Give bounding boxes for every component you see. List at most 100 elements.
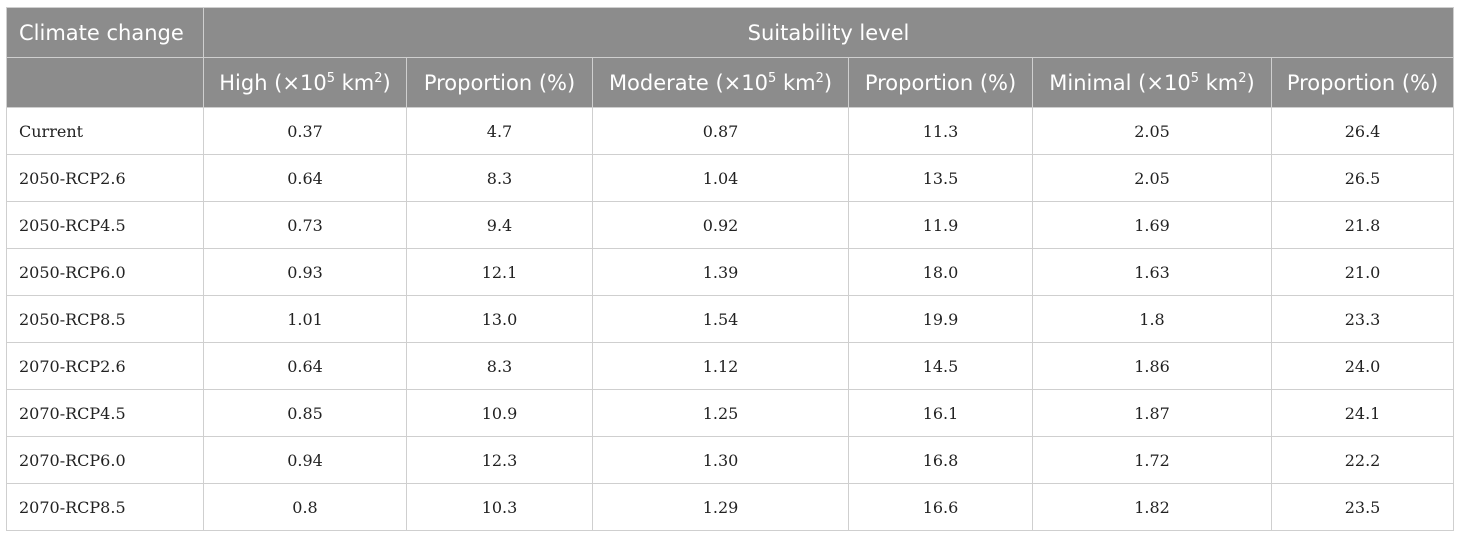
- header-minimal-proportion: Proportion (%): [1270, 57, 1455, 108]
- cell-moderate: 0.87: [592, 107, 849, 155]
- cell-minimal: 2.05: [1032, 154, 1272, 202]
- cell-high: 0.64: [203, 154, 407, 202]
- header-high-exp: 5: [326, 70, 335, 86]
- cell-high-proportion: 9.4: [406, 201, 593, 249]
- cell-high: 0.73: [203, 201, 407, 249]
- header-moderate-unit-exp: 2: [815, 70, 824, 86]
- cell-moderate: 1.25: [592, 389, 849, 437]
- header-high-text: High (×10: [219, 70, 327, 95]
- header-minimal-text: Minimal (×10: [1049, 70, 1191, 95]
- cell-minimal-proportion: 24.1: [1270, 389, 1455, 437]
- cell-minimal: 1.87: [1032, 389, 1272, 437]
- table-row: 2050-RCP2.6 0.64 8.3 1.04 13.5 2.05 26.5: [6, 154, 1455, 202]
- cell-moderate-proportion: 18.0: [848, 248, 1033, 296]
- cell-high-proportion: 10.3: [406, 483, 593, 531]
- cell-climate-change: Current: [6, 107, 204, 155]
- cell-moderate: 1.29: [592, 483, 849, 531]
- cell-moderate-proportion: 16.6: [848, 483, 1033, 531]
- cell-minimal-proportion: 21.0: [1270, 248, 1455, 296]
- suitability-table: Climate change Suitability level High (×…: [6, 7, 1455, 531]
- header-moderate: Moderate (×105 km2): [592, 57, 849, 108]
- cell-climate-change: 2050-RCP2.6: [6, 154, 204, 202]
- cell-high: 1.01: [203, 295, 407, 343]
- cell-high-proportion: 13.0: [406, 295, 593, 343]
- cell-high-proportion: 8.3: [406, 342, 593, 390]
- cell-moderate-proportion: 14.5: [848, 342, 1033, 390]
- cell-climate-change: 2050-RCP8.5: [6, 295, 204, 343]
- cell-minimal: 1.86: [1032, 342, 1272, 390]
- cell-high-proportion: 10.9: [406, 389, 593, 437]
- cell-minimal-proportion: 23.3: [1270, 295, 1455, 343]
- cell-moderate-proportion: 19.9: [848, 295, 1033, 343]
- cell-climate-change: 2070-RCP8.5: [6, 483, 204, 531]
- cell-minimal: 1.72: [1032, 436, 1272, 484]
- cell-high: 0.8: [203, 483, 407, 531]
- cell-minimal-proportion: 21.8: [1270, 201, 1455, 249]
- table-header: Climate change Suitability level High (×…: [6, 7, 1455, 108]
- header-minimal-close: ): [1246, 70, 1255, 95]
- header-high: High (×105 km2): [203, 57, 407, 108]
- header-high-close: ): [382, 70, 391, 95]
- table-row: 2070-RCP8.5 0.8 10.3 1.29 16.6 1.82 23.5: [6, 483, 1455, 531]
- cell-moderate-proportion: 16.8: [848, 436, 1033, 484]
- header-minimal: Minimal (×105 km2): [1032, 57, 1272, 108]
- cell-climate-change: 2050-RCP6.0: [6, 248, 204, 296]
- header-moderate-proportion: Proportion (%): [848, 57, 1033, 108]
- cell-moderate: 0.92: [592, 201, 849, 249]
- cell-moderate-proportion: 13.5: [848, 154, 1033, 202]
- cell-minimal: 2.05: [1032, 107, 1272, 155]
- cell-climate-change: 2070-RCP4.5: [6, 389, 204, 437]
- cell-moderate: 1.12: [592, 342, 849, 390]
- header-suitability-level: Suitability level: [202, 7, 1455, 58]
- cell-minimal: 1.82: [1032, 483, 1272, 531]
- cell-high-proportion: 4.7: [406, 107, 593, 155]
- header-moderate-text: Moderate (×10: [608, 70, 768, 95]
- cell-moderate: 1.04: [592, 154, 849, 202]
- cell-high-proportion: 12.3: [406, 436, 593, 484]
- table-row: Current 0.37 4.7 0.87 11.3 2.05 26.4: [6, 107, 1455, 155]
- header-high-unit: km: [334, 70, 375, 95]
- cell-high-proportion: 12.1: [406, 248, 593, 296]
- cell-climate-change: 2050-RCP4.5: [6, 201, 204, 249]
- cell-minimal-proportion: 26.5: [1270, 154, 1455, 202]
- cell-high-proportion: 8.3: [406, 154, 593, 202]
- header-minimal-unit: km: [1198, 70, 1239, 95]
- table-body: Current 0.37 4.7 0.87 11.3 2.05 26.4 205…: [6, 107, 1455, 531]
- header-climate-change: Climate change: [6, 7, 204, 58]
- table-row: 2070-RCP6.0 0.94 12.3 1.30 16.8 1.72 22.…: [6, 436, 1455, 484]
- cell-high: 0.37: [203, 107, 407, 155]
- cell-minimal-proportion: 22.2: [1270, 436, 1455, 484]
- cell-moderate: 1.30: [592, 436, 849, 484]
- header-moderate-exp: 5: [768, 70, 777, 86]
- cell-moderate-proportion: 11.3: [848, 107, 1033, 155]
- header-high-unit-exp: 2: [374, 70, 383, 86]
- cell-moderate-proportion: 16.1: [848, 389, 1033, 437]
- table-row: 2050-RCP8.5 1.01 13.0 1.54 19.9 1.8 23.3: [6, 295, 1455, 343]
- table-row: 2070-RCP2.6 0.64 8.3 1.12 14.5 1.86 24.0: [6, 342, 1455, 390]
- cell-minimal: 1.8: [1032, 295, 1272, 343]
- header-minimal-exp: 5: [1190, 70, 1199, 86]
- cell-moderate-proportion: 11.9: [848, 201, 1033, 249]
- table-row: 2070-RCP4.5 0.85 10.9 1.25 16.1 1.87 24.…: [6, 389, 1455, 437]
- cell-minimal-proportion: 23.5: [1270, 483, 1455, 531]
- cell-high: 0.94: [203, 436, 407, 484]
- cell-minimal: 1.69: [1032, 201, 1272, 249]
- header-row-2: High (×105 km2) Proportion (%) Moderate …: [6, 57, 1455, 108]
- cell-high: 0.85: [203, 389, 407, 437]
- header-high-proportion: Proportion (%): [406, 57, 593, 108]
- cell-moderate: 1.39: [592, 248, 849, 296]
- header-empty-cell: [6, 57, 204, 108]
- header-row-1: Climate change Suitability level: [6, 7, 1455, 58]
- cell-moderate: 1.54: [592, 295, 849, 343]
- cell-climate-change: 2070-RCP6.0: [6, 436, 204, 484]
- cell-high: 0.64: [203, 342, 407, 390]
- cell-minimal-proportion: 24.0: [1270, 342, 1455, 390]
- cell-climate-change: 2070-RCP2.6: [6, 342, 204, 390]
- cell-minimal: 1.63: [1032, 248, 1272, 296]
- table-row: 2050-RCP4.5 0.73 9.4 0.92 11.9 1.69 21.8: [6, 201, 1455, 249]
- header-moderate-unit: km: [776, 70, 816, 95]
- cell-minimal-proportion: 26.4: [1270, 107, 1455, 155]
- cell-high: 0.93: [203, 248, 407, 296]
- header-minimal-unit-exp: 2: [1238, 70, 1247, 86]
- header-moderate-close: ): [823, 70, 833, 95]
